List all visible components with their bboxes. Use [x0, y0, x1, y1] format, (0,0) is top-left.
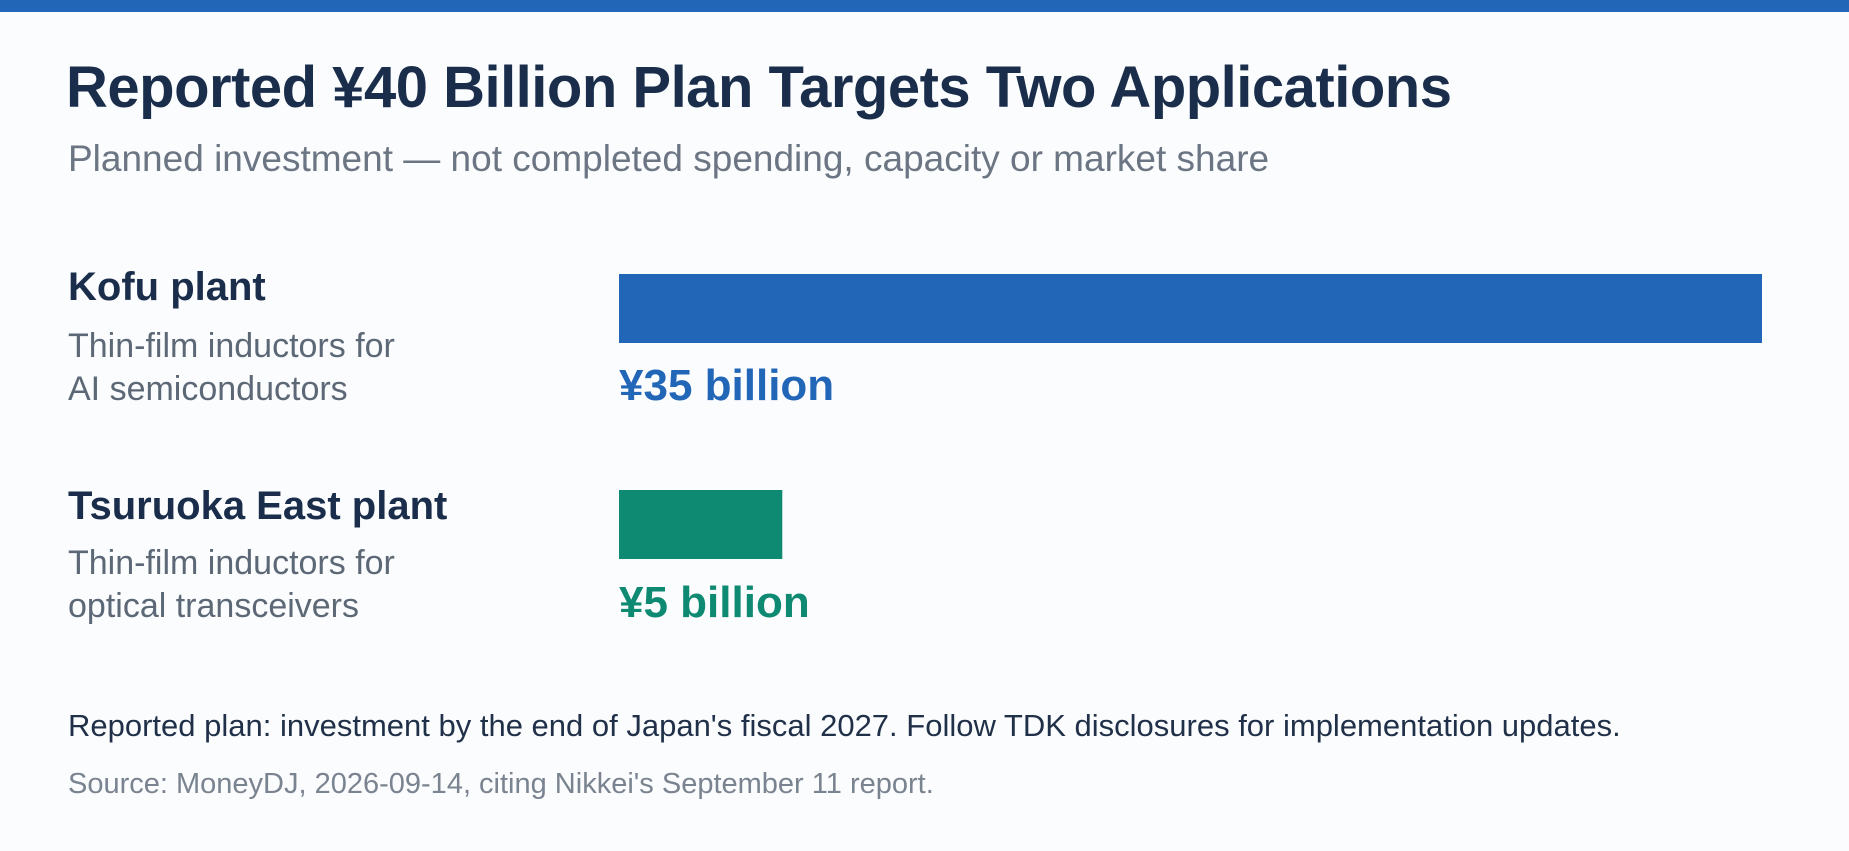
- description-line: AI semiconductors: [68, 370, 348, 408]
- value-label-tsuruoka: ¥5 billion: [619, 578, 810, 627]
- top-accent-bar: [0, 0, 1849, 12]
- description-line: Thin-film inductors for: [68, 544, 395, 582]
- value-label-kofu: ¥35 billion: [619, 361, 835, 410]
- category-description-tsuruoka: Thin-film inductors for optical transcei…: [68, 542, 395, 628]
- footer-note: Reported plan: investment by the end of …: [68, 708, 1621, 743]
- description-line: optical transceivers: [68, 587, 360, 625]
- chart-title: Reported ¥40 Billion Plan Targets Two Ap…: [66, 55, 1452, 120]
- bar-kofu: [619, 274, 1762, 343]
- category-label-tsuruoka: Tsuruoka East plant: [68, 484, 448, 528]
- bar-tsuruoka: [619, 490, 783, 559]
- footer-source: Source: MoneyDJ, 2026-09-14, citing Nikk…: [68, 768, 934, 800]
- description-line: Thin-film inductors for: [68, 327, 395, 365]
- category-label-kofu: Kofu plant: [68, 265, 266, 309]
- chart-subtitle: Planned investment — not completed spend…: [68, 138, 1270, 179]
- category-description-kofu: Thin-film inductors for AI semiconductor…: [68, 325, 395, 411]
